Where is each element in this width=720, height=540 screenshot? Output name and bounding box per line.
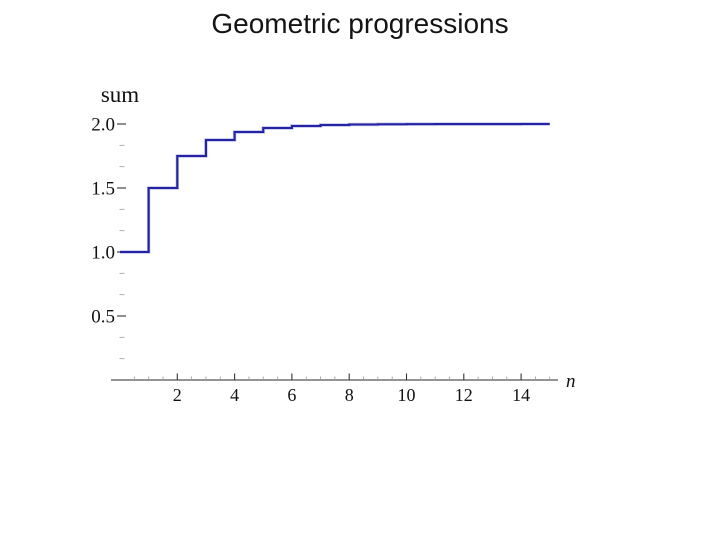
x-tick-label: 8 — [345, 385, 354, 405]
chart-title: Geometric progressions — [211, 8, 509, 39]
x-axis-label: n — [566, 371, 576, 392]
x-tick-label: 6 — [287, 385, 296, 405]
series-line — [120, 122, 550, 254]
y-tick-label: 1.0 — [91, 243, 115, 264]
y-tick-label: 2.0 — [91, 115, 115, 136]
x-tick-label: 4 — [230, 385, 239, 405]
y-axis-label: sum — [100, 82, 140, 107]
y-tick-label: 1.5 — [91, 179, 115, 200]
x-tick-label: 12 — [455, 385, 473, 405]
series-line-halo — [120, 122, 550, 254]
x-tick-label: 14 — [512, 385, 530, 405]
x-tick-label: 10 — [398, 385, 416, 405]
x-tick-label: 2 — [173, 385, 182, 405]
y-tick-label: 0.5 — [91, 307, 115, 328]
